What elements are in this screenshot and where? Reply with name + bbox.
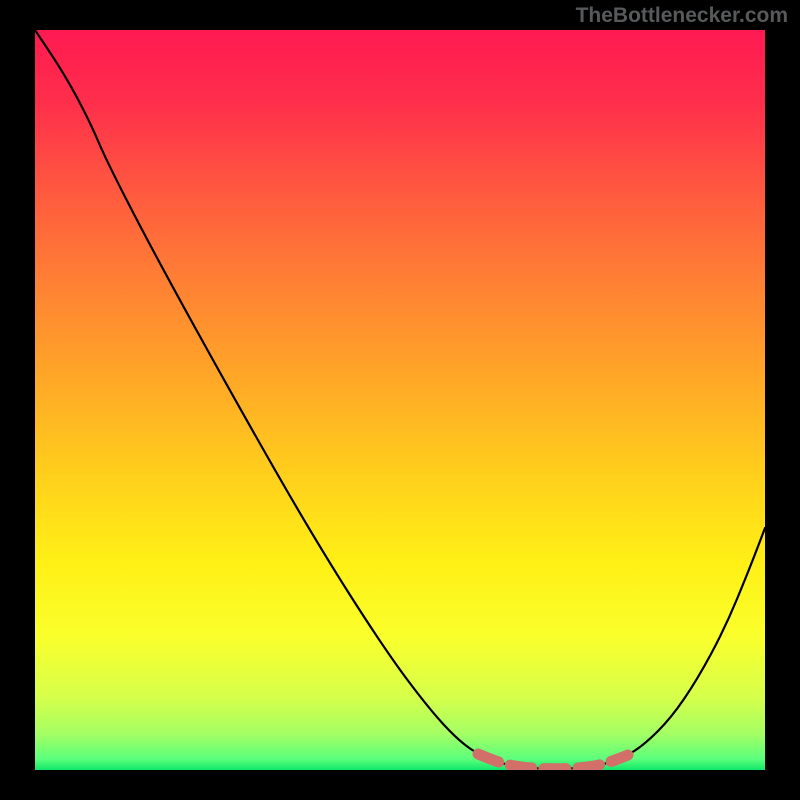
attribution-label: TheBottlenecker.com (576, 4, 788, 28)
chart-frame: TheBottlenecker.com (0, 0, 800, 800)
plot-svg (35, 30, 765, 770)
gradient-background (35, 30, 765, 770)
plot-area (35, 30, 765, 770)
